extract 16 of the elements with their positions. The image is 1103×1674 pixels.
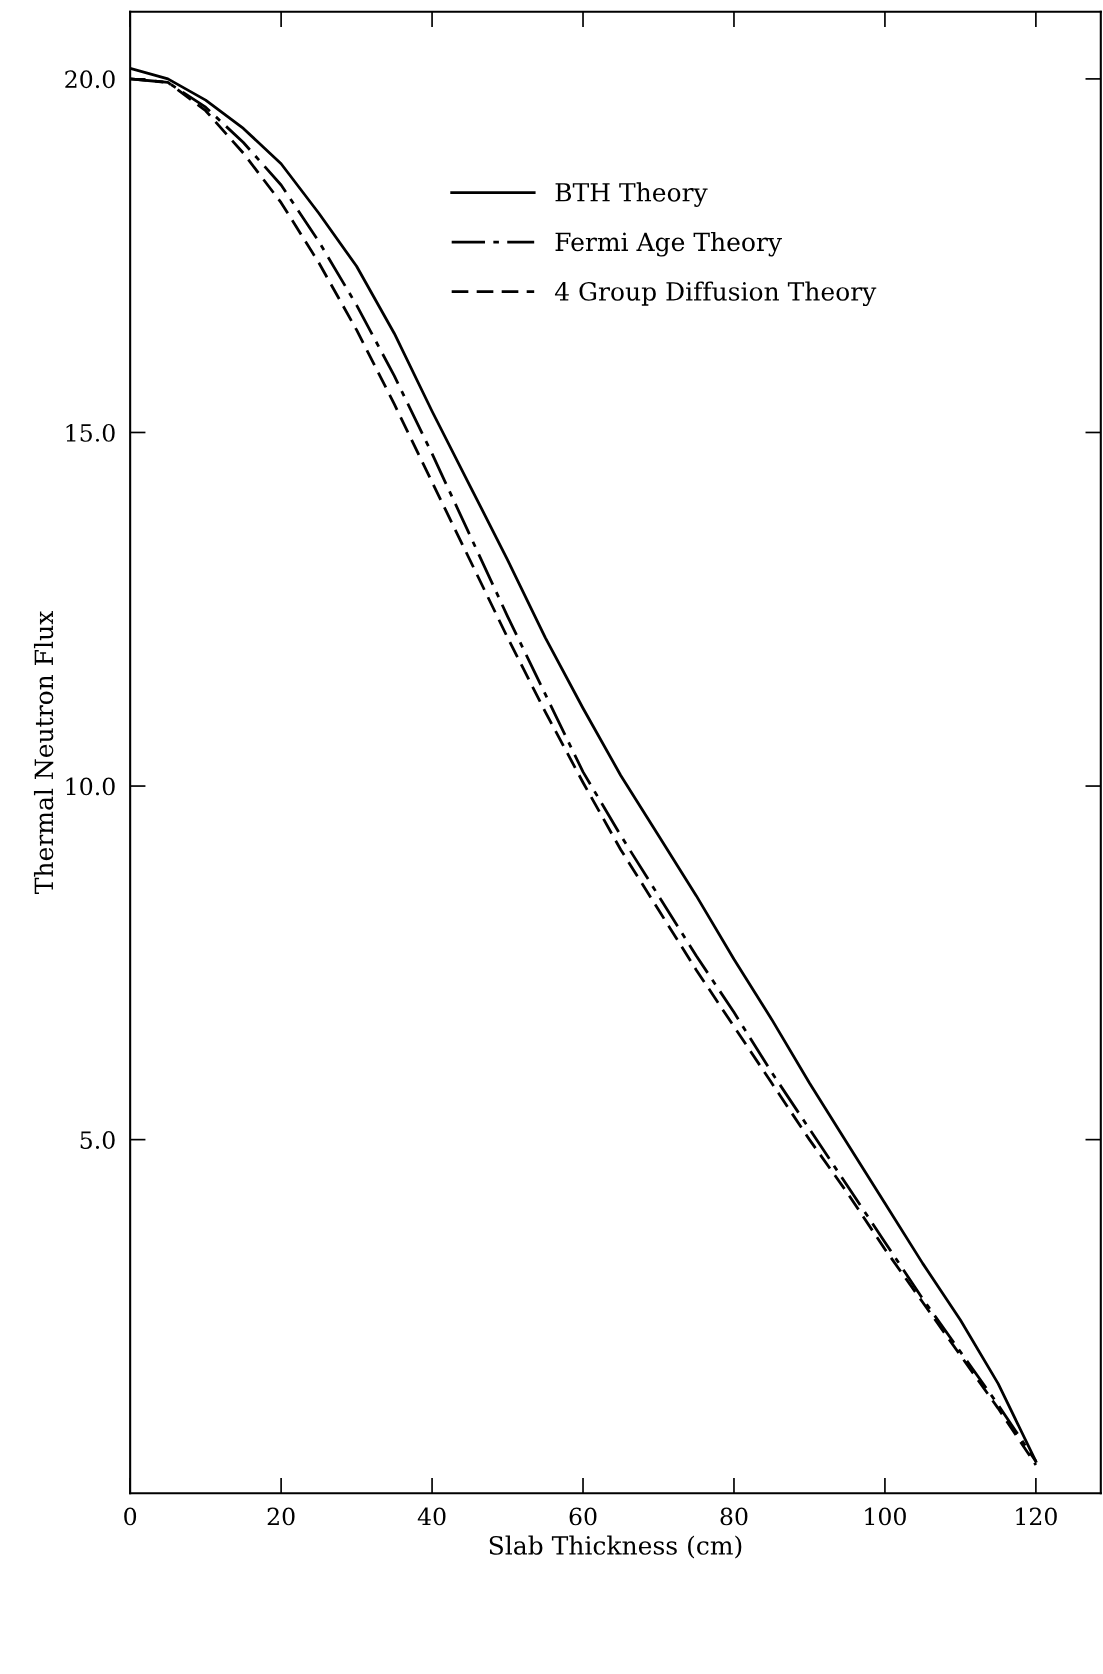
y-axis-title: Thermal Neutron Flux xyxy=(33,611,54,894)
x-tick-label: 100 xyxy=(865,1507,906,1526)
x-tick-label: 40 xyxy=(417,1507,446,1526)
y-tick-label: 10.0 xyxy=(66,777,115,796)
legend-label: BTH Theory xyxy=(555,182,708,207)
x-tick-label: 80 xyxy=(720,1507,748,1526)
y-tick-label: 20.0 xyxy=(65,70,115,89)
x-tick-label: 120 xyxy=(1016,1507,1057,1526)
x-tick-label: 60 xyxy=(569,1507,597,1526)
y-tick-label: 5.0 xyxy=(80,1131,115,1149)
y-tick-label: 15.0 xyxy=(66,423,115,442)
x-tick-label: 20 xyxy=(267,1507,295,1526)
x-axis-title: Slab Thickness (cm) xyxy=(489,1535,742,1559)
legend-label: 4 Group Diffusion Theory xyxy=(554,281,877,307)
x-tick-label: 0 xyxy=(124,1507,137,1526)
legend-label: Fermi Age Theory xyxy=(555,231,782,257)
